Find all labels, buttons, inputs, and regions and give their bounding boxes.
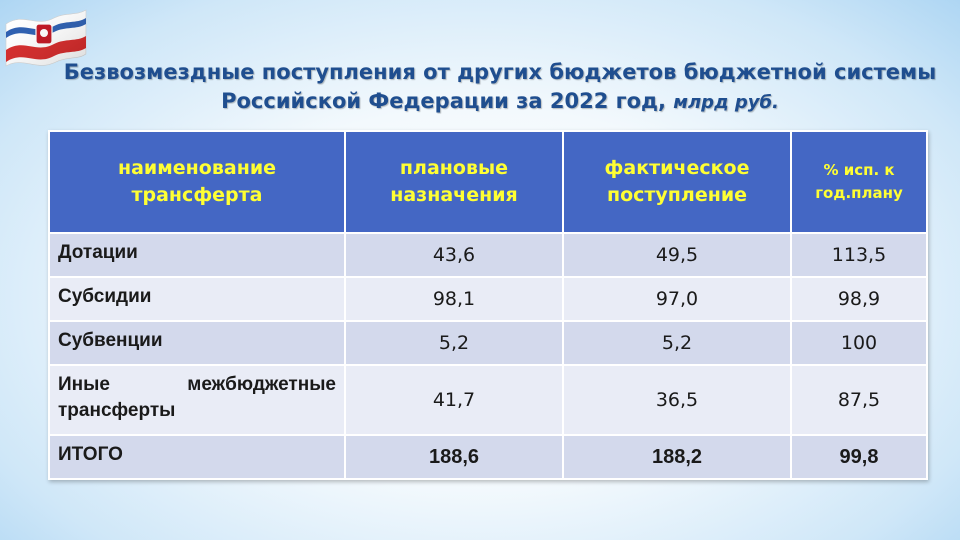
total-label: ИТОГО bbox=[48, 434, 346, 480]
row-plan: 43,6 bbox=[344, 232, 564, 278]
header-fact: фактическое поступление bbox=[562, 130, 792, 234]
table-total-row: ИТОГО 188,6 188,2 99,8 bbox=[48, 434, 928, 480]
row-plan: 5,2 bbox=[344, 320, 564, 366]
slide-title: Безвозмездные поступления от других бюдж… bbox=[60, 58, 940, 117]
total-percent: 99,8 bbox=[790, 434, 928, 480]
header-plan: плановые назначения bbox=[344, 130, 564, 234]
title-line-2-text: Российской Федерации за 2022 год, bbox=[221, 89, 666, 113]
table-row: Субсидии 98,1 97,0 98,9 bbox=[48, 276, 928, 322]
table-header-row: наименование трансферта плановые назначе… bbox=[48, 130, 928, 234]
crimea-flag-icon bbox=[5, 9, 87, 67]
title-unit: млрд руб. bbox=[673, 92, 779, 113]
table-row: Дотации 43,6 49,5 113,5 bbox=[48, 232, 928, 278]
row-fact: 49,5 bbox=[562, 232, 792, 278]
row-percent: 100 bbox=[790, 320, 928, 366]
table-row: Субвенции 5,2 5,2 100 bbox=[48, 320, 928, 366]
row-plan: 98,1 bbox=[344, 276, 564, 322]
row-name: Иные межбюджетные трансферты bbox=[48, 364, 346, 436]
header-percent: % исп. к год.плану bbox=[790, 130, 928, 234]
row-name: Субсидии bbox=[48, 276, 346, 322]
row-percent: 98,9 bbox=[790, 276, 928, 322]
transfers-table: наименование трансферта плановые назначе… bbox=[48, 130, 928, 480]
row-fact: 5,2 bbox=[562, 320, 792, 366]
row-percent: 87,5 bbox=[790, 364, 928, 436]
total-fact: 188,2 bbox=[562, 434, 792, 480]
row-name: Субвенции bbox=[48, 320, 346, 366]
title-line-1: Безвозмездные поступления от других бюдж… bbox=[63, 60, 937, 84]
row-plan: 41,7 bbox=[344, 364, 564, 436]
row-fact: 36,5 bbox=[562, 364, 792, 436]
row-percent: 113,5 bbox=[790, 232, 928, 278]
total-plan: 188,6 bbox=[344, 434, 564, 480]
header-name: наименование трансферта bbox=[48, 130, 346, 234]
title-line-2: Российской Федерации за 2022 год, млрд р… bbox=[60, 87, 940, 117]
row-name: Дотации bbox=[48, 232, 346, 278]
table-row: Иные межбюджетные трансферты 41,7 36,5 8… bbox=[48, 364, 928, 436]
row-fact: 97,0 bbox=[562, 276, 792, 322]
